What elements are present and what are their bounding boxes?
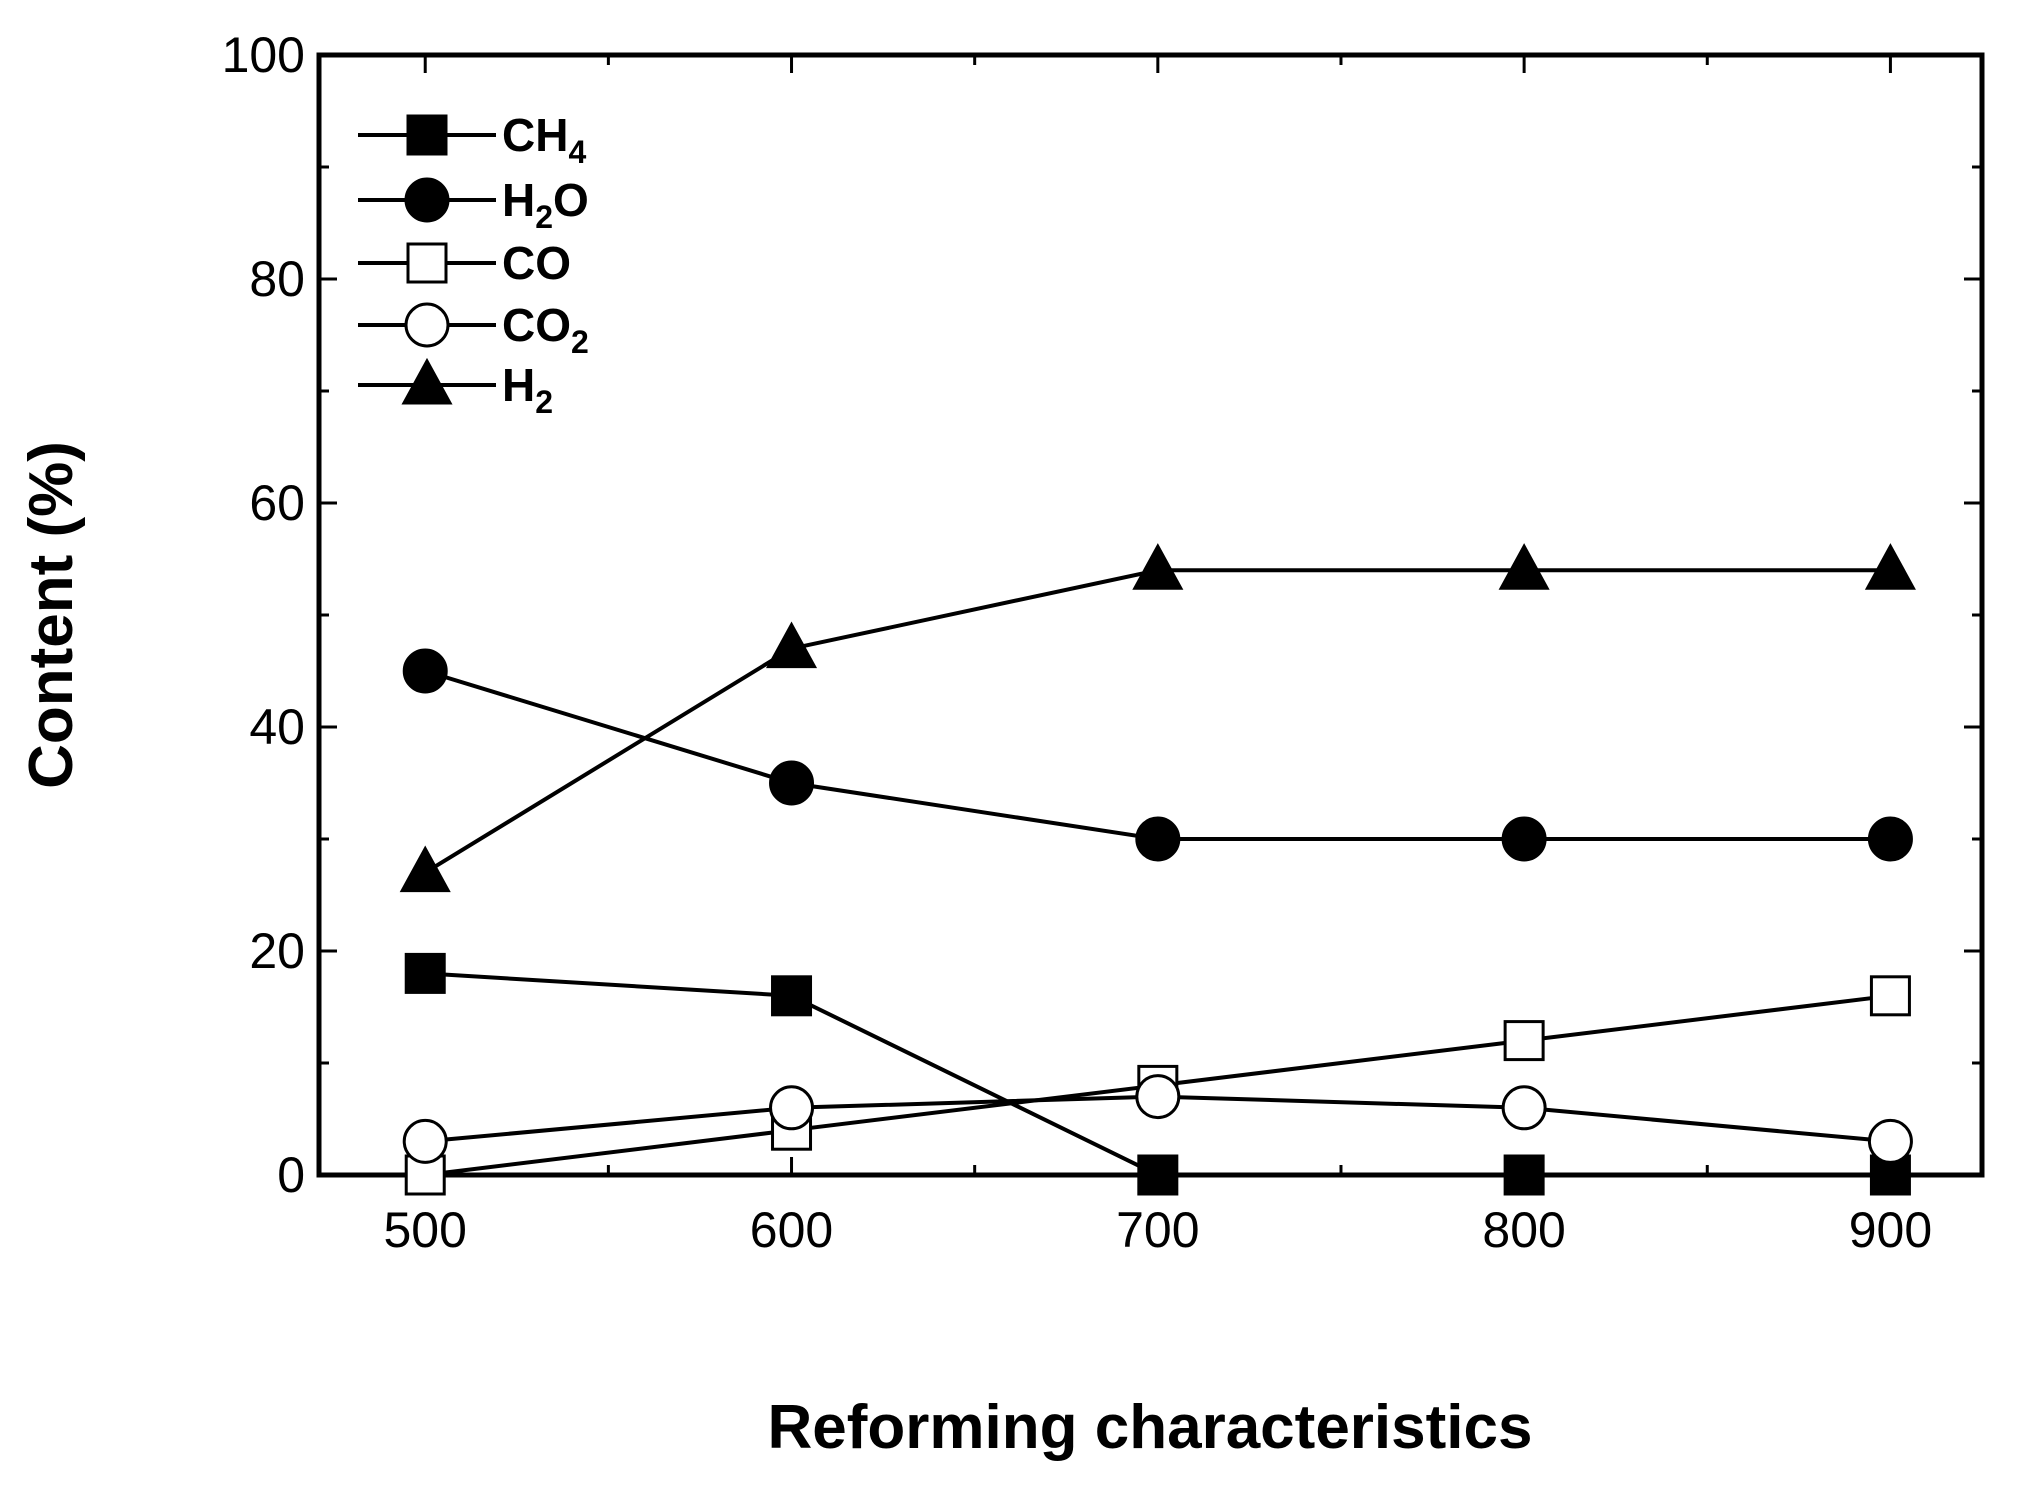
y-tick-label: 100 — [222, 27, 305, 83]
legend-label: H2O — [502, 174, 589, 235]
data-point-co2 — [1867, 1118, 1913, 1164]
data-point-ch4 — [1503, 1154, 1545, 1196]
legend-marker — [406, 114, 448, 156]
tick-labels: 0 20 40 60 80 100 500 600 700 800 900 — [222, 27, 1933, 1258]
x-tick-label: 700 — [1116, 1202, 1199, 1258]
y-tick-label: 0 — [277, 1147, 305, 1203]
data-point-co — [1503, 1020, 1545, 1062]
data-point-h2o — [769, 760, 815, 806]
data-point-co2 — [1501, 1085, 1547, 1131]
x-tick-label: 800 — [1482, 1202, 1565, 1258]
series-markers — [399, 543, 1916, 1196]
data-point-co — [1869, 975, 1911, 1017]
x-axis-title: Reforming characteristics — [768, 1393, 1533, 1462]
data-point-ch4 — [771, 975, 813, 1017]
y-tick-label: 40 — [249, 699, 305, 755]
data-point-ch4 — [1137, 1154, 1179, 1196]
y-tick-label: 60 — [249, 475, 305, 531]
legend-item-ch4: CH4 — [358, 109, 586, 170]
axis-ticks — [319, 53, 1982, 1177]
y-axis-title: Content (%) — [17, 441, 86, 789]
data-point-h2o — [1867, 816, 1913, 862]
data-point-ch4 — [404, 952, 446, 994]
data-point-co2 — [402, 1118, 448, 1164]
data-point-h2 — [765, 621, 818, 669]
data-point-h2 — [1132, 543, 1184, 590]
legend-item-h2: H2 — [358, 357, 553, 420]
data-point-h2 — [1864, 543, 1916, 590]
x-tick-label: 900 — [1849, 1202, 1932, 1258]
x-tick-label: 500 — [384, 1202, 467, 1258]
legend-item-h2o: H2O — [358, 174, 589, 235]
data-point-h2o — [1135, 816, 1181, 862]
data-point-co2 — [769, 1085, 815, 1131]
legend-label: H2 — [502, 359, 553, 420]
data-point-h2o — [1501, 816, 1547, 862]
data-point-h2 — [1498, 543, 1550, 590]
legend-item-co2: CO2 — [358, 299, 589, 360]
legend-label: CH4 — [502, 109, 586, 170]
y-tick-label: 20 — [249, 923, 305, 979]
data-point-co2 — [1135, 1074, 1181, 1120]
y-tick-label: 80 — [249, 251, 305, 307]
legend-marker — [404, 302, 450, 348]
legend-item-co: CO — [358, 237, 571, 289]
data-point-h2o — [402, 648, 448, 694]
legend-marker — [406, 242, 448, 284]
x-tick-label: 600 — [750, 1202, 833, 1258]
data-point-h2 — [399, 845, 451, 893]
series-line-h2o — [424, 669, 1891, 841]
legend-label: CO2 — [502, 299, 589, 360]
legend-marker — [401, 357, 453, 405]
legend-marker — [404, 177, 450, 223]
legend-label: CO — [502, 237, 571, 289]
